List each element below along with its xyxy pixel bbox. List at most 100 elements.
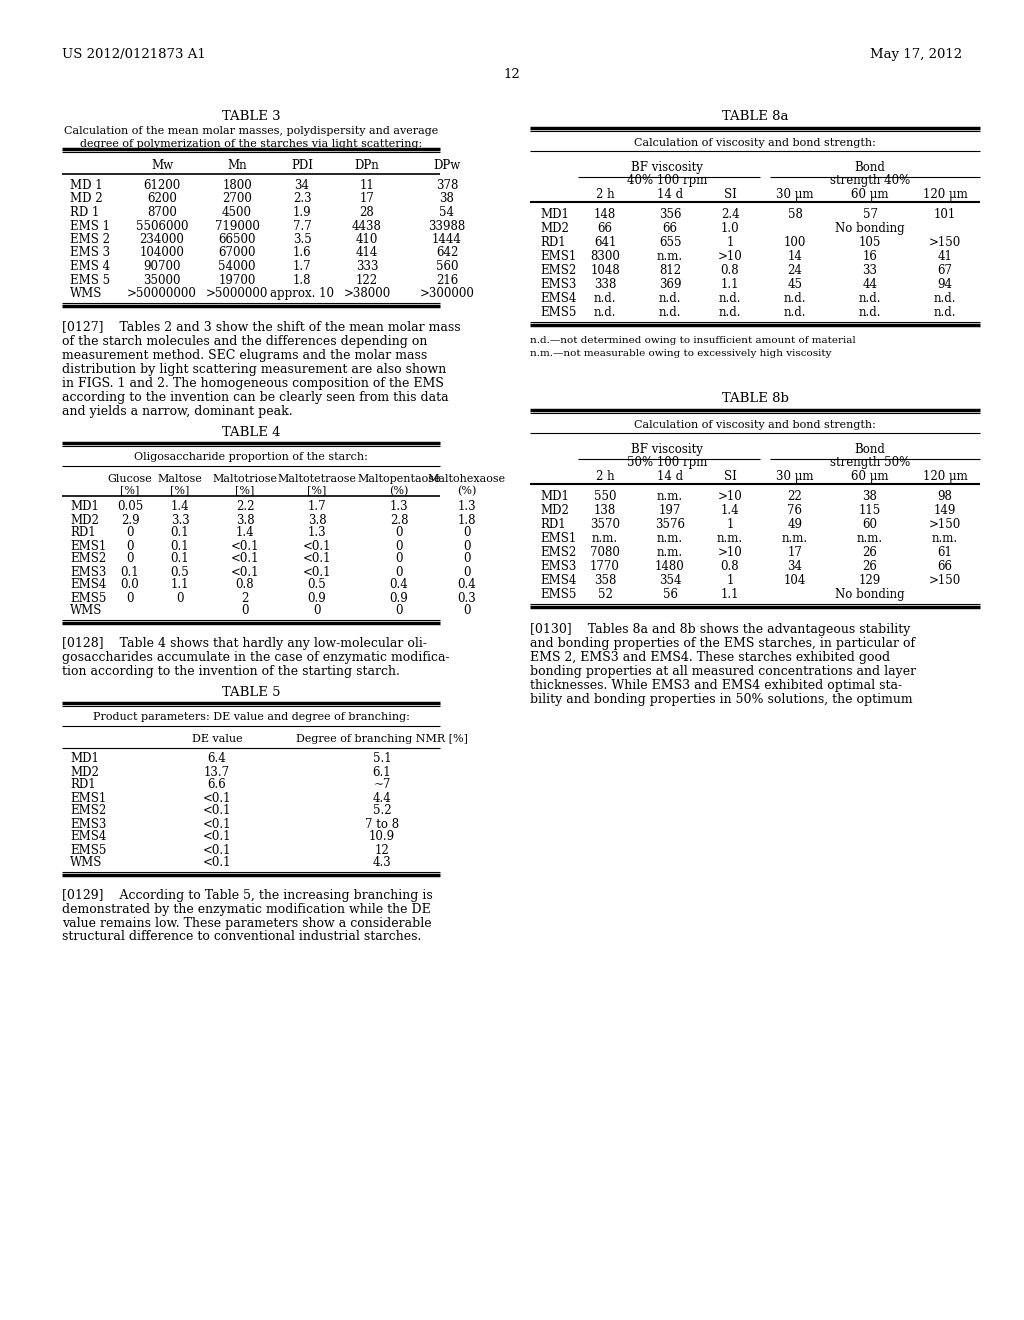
Text: 0: 0 (126, 540, 134, 553)
Text: 0.1: 0.1 (171, 527, 189, 540)
Text: RD1: RD1 (540, 517, 565, 531)
Text: DPn: DPn (354, 158, 379, 172)
Text: >5000000: >5000000 (206, 286, 268, 300)
Text: 7 to 8: 7 to 8 (365, 817, 399, 830)
Text: 54: 54 (439, 206, 455, 219)
Text: 2: 2 (242, 591, 249, 605)
Text: n.m.—not measurable owing to excessively high viscosity: n.m.—not measurable owing to excessively… (530, 348, 831, 358)
Text: 17: 17 (787, 546, 803, 558)
Text: 98: 98 (938, 490, 952, 503)
Text: EMS1: EMS1 (540, 249, 577, 263)
Text: n.d.: n.d. (783, 292, 806, 305)
Text: EMS2: EMS2 (70, 804, 106, 817)
Text: 1: 1 (726, 517, 733, 531)
Text: n.m.: n.m. (657, 249, 683, 263)
Text: 66: 66 (663, 222, 678, 235)
Text: n.m.: n.m. (657, 532, 683, 545)
Text: EMS4: EMS4 (540, 574, 577, 587)
Text: EMS3: EMS3 (540, 279, 577, 290)
Text: 333: 333 (355, 260, 378, 273)
Text: EMS4: EMS4 (70, 578, 106, 591)
Text: 44: 44 (862, 279, 878, 290)
Text: 5506000: 5506000 (136, 219, 188, 232)
Text: 122: 122 (356, 273, 378, 286)
Text: RD1: RD1 (540, 236, 565, 249)
Text: MD2: MD2 (70, 766, 99, 779)
Text: <0.1: <0.1 (203, 843, 231, 857)
Text: 60 μm: 60 μm (851, 470, 889, 483)
Text: 8300: 8300 (590, 249, 620, 263)
Text: 4.4: 4.4 (373, 792, 391, 804)
Text: ~7: ~7 (374, 779, 391, 792)
Text: 1.1: 1.1 (171, 578, 189, 591)
Text: 0.1: 0.1 (171, 553, 189, 565)
Text: May 17, 2012: May 17, 2012 (869, 48, 962, 61)
Text: MD1: MD1 (70, 752, 99, 766)
Text: 3.8: 3.8 (236, 513, 254, 527)
Text: 4438: 4438 (352, 219, 382, 232)
Text: 1.8: 1.8 (293, 273, 311, 286)
Text: DPw: DPw (433, 158, 461, 172)
Text: Calculation of viscosity and bond strength:: Calculation of viscosity and bond streng… (634, 420, 876, 430)
Text: 0.1: 0.1 (171, 540, 189, 553)
Text: Glucose: Glucose (108, 474, 153, 483)
Text: 0: 0 (395, 605, 402, 618)
Text: 2.2: 2.2 (236, 500, 254, 513)
Text: 14 d: 14 d (657, 470, 683, 483)
Text: measurement method. SEC elugrams and the molar mass: measurement method. SEC elugrams and the… (62, 348, 427, 362)
Text: 1480: 1480 (655, 560, 685, 573)
Text: 0.8: 0.8 (721, 560, 739, 573)
Text: 12: 12 (375, 843, 389, 857)
Text: PDI: PDI (291, 158, 313, 172)
Text: 7080: 7080 (590, 546, 620, 558)
Text: EMS 4: EMS 4 (70, 260, 111, 273)
Text: Mw: Mw (151, 158, 173, 172)
Text: 1.4: 1.4 (171, 500, 189, 513)
Text: >38000: >38000 (343, 286, 390, 300)
Text: 655: 655 (658, 236, 681, 249)
Text: 90700: 90700 (143, 260, 181, 273)
Text: Maltohexaose: Maltohexaose (428, 474, 506, 483)
Text: 0: 0 (126, 591, 134, 605)
Text: <0.1: <0.1 (230, 540, 259, 553)
Text: 67: 67 (938, 264, 952, 277)
Text: >10: >10 (718, 546, 742, 558)
Text: 66500: 66500 (218, 234, 256, 246)
Text: 149: 149 (934, 504, 956, 517)
Text: [0128]    Table 4 shows that hardly any low-molecular oli-: [0128] Table 4 shows that hardly any low… (62, 636, 427, 649)
Text: MD1: MD1 (540, 209, 569, 220)
Text: 1.3: 1.3 (307, 527, 327, 540)
Text: 1.8: 1.8 (458, 513, 476, 527)
Text: 4500: 4500 (222, 206, 252, 219)
Text: 1: 1 (726, 236, 733, 249)
Text: SI: SI (724, 470, 736, 483)
Text: BF viscosity: BF viscosity (631, 444, 702, 455)
Text: 60: 60 (862, 517, 878, 531)
Text: <0.1: <0.1 (203, 817, 231, 830)
Text: RD1: RD1 (70, 779, 95, 792)
Text: n.d.: n.d. (658, 292, 681, 305)
Text: 11: 11 (359, 180, 375, 191)
Text: 641: 641 (594, 236, 616, 249)
Text: 5.2: 5.2 (373, 804, 391, 817)
Text: [0127]    Tables 2 and 3 show the shift of the mean molar mass: [0127] Tables 2 and 3 show the shift of … (62, 321, 461, 334)
Text: in FIGS. 1 and 2. The homogeneous composition of the EMS: in FIGS. 1 and 2. The homogeneous compos… (62, 376, 443, 389)
Text: 0: 0 (463, 527, 471, 540)
Text: <0.1: <0.1 (303, 553, 331, 565)
Text: MD1: MD1 (70, 500, 99, 513)
Text: 1.7: 1.7 (293, 260, 311, 273)
Text: 56: 56 (663, 587, 678, 601)
Text: 57: 57 (862, 209, 878, 220)
Text: n.m.: n.m. (932, 532, 958, 545)
Text: 3.5: 3.5 (293, 234, 311, 246)
Text: 812: 812 (658, 264, 681, 277)
Text: n.d.: n.d. (594, 306, 616, 319)
Text: >300000: >300000 (420, 286, 474, 300)
Text: 354: 354 (658, 574, 681, 587)
Text: Bond: Bond (855, 444, 886, 455)
Text: n.d.: n.d. (783, 306, 806, 319)
Text: <0.1: <0.1 (230, 553, 259, 565)
Text: <0.1: <0.1 (203, 830, 231, 843)
Text: 1444: 1444 (432, 234, 462, 246)
Text: n.m.: n.m. (782, 532, 808, 545)
